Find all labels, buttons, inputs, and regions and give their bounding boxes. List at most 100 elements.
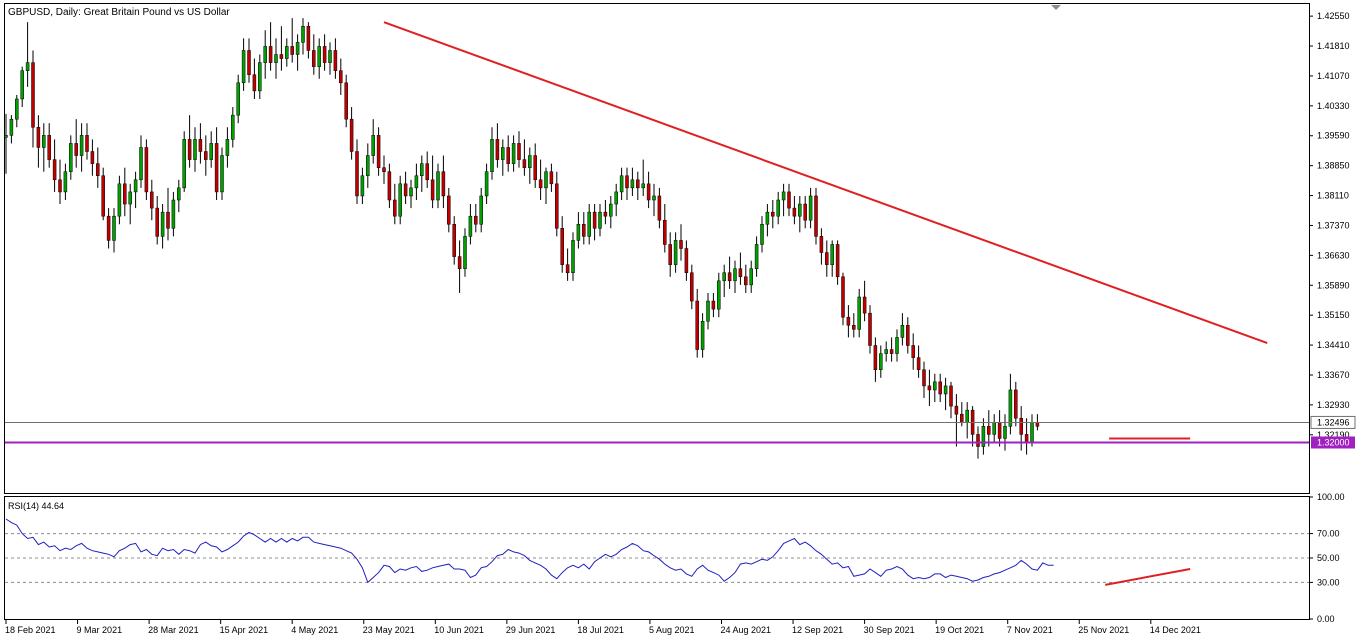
candle xyxy=(204,135,208,176)
rsi-tick-label: 0.00 xyxy=(1317,614,1335,624)
candle xyxy=(155,195,159,245)
candle-body xyxy=(139,147,143,181)
candle xyxy=(274,38,278,79)
candle xyxy=(884,341,888,362)
support-price-tag: 1.32000 xyxy=(1311,436,1355,449)
date-tick-label: 18 Feb 2021 xyxy=(5,625,56,635)
candle xyxy=(841,272,845,326)
candle-body xyxy=(792,207,797,217)
candle xyxy=(366,143,370,188)
date-tick-label: 12 Sep 2021 xyxy=(792,625,843,635)
candle-body xyxy=(409,187,413,197)
candle xyxy=(393,183,397,225)
candle-body xyxy=(657,195,662,221)
candle-body xyxy=(441,171,446,197)
candle-body xyxy=(479,195,483,225)
date-tick-label: 24 Aug 2021 xyxy=(721,625,772,635)
candle xyxy=(781,183,786,217)
candle xyxy=(630,167,635,196)
candle-body xyxy=(339,70,343,84)
candle xyxy=(452,216,456,265)
candle-body xyxy=(376,135,381,168)
candle xyxy=(625,167,629,201)
candle xyxy=(862,280,867,322)
candle-body xyxy=(430,179,435,201)
candle xyxy=(598,204,602,237)
candle-body xyxy=(879,353,883,370)
price-tick-label: 1.41070 xyxy=(1317,71,1350,81)
candle xyxy=(949,381,953,419)
candle xyxy=(619,167,624,201)
candle xyxy=(528,147,532,184)
candle xyxy=(722,264,726,297)
candle xyxy=(614,183,618,217)
candle-body xyxy=(123,183,127,205)
candle xyxy=(933,373,937,403)
candle-body xyxy=(322,46,327,63)
chart-shift-marker-icon[interactable] xyxy=(1051,5,1061,10)
candle xyxy=(754,236,759,277)
candle-body xyxy=(312,50,316,67)
candle xyxy=(646,171,651,209)
candle-body xyxy=(15,98,19,120)
date-axis: 18 Feb 2021 9 Mar 2021 28 Mar 2021 15 Apr 2… xyxy=(5,620,1201,635)
price-pane[interactable] xyxy=(4,3,1310,494)
candle xyxy=(760,216,764,253)
candlestick-series xyxy=(4,18,1040,459)
candle xyxy=(879,345,883,378)
candle xyxy=(738,252,743,285)
candle-body xyxy=(355,151,359,197)
candle-body xyxy=(463,236,467,269)
candle-body xyxy=(749,268,753,286)
candle xyxy=(420,155,424,192)
candle-body xyxy=(279,54,284,59)
descending-trendline[interactable] xyxy=(383,21,1268,345)
candle-body xyxy=(625,175,629,189)
candle xyxy=(436,163,440,209)
candle xyxy=(544,167,548,205)
candle xyxy=(123,167,127,217)
candle-body xyxy=(241,50,246,84)
current-price-tag: 1.32496 xyxy=(1310,415,1356,429)
candle xyxy=(603,200,608,225)
candle xyxy=(182,131,186,192)
candle-body xyxy=(74,143,78,156)
candle-body xyxy=(776,199,780,217)
candle xyxy=(506,135,510,172)
candle xyxy=(673,232,678,273)
candle-body xyxy=(371,135,375,156)
candle xyxy=(301,18,305,55)
candle xyxy=(252,58,257,99)
candle-body xyxy=(987,426,991,435)
candle xyxy=(447,187,451,233)
candle xyxy=(776,191,780,225)
candle-body xyxy=(727,272,732,282)
candle-body xyxy=(992,422,996,435)
candle-body xyxy=(96,163,100,177)
candle xyxy=(409,179,413,209)
candle-body xyxy=(171,199,176,229)
candle-body xyxy=(938,381,942,395)
candle xyxy=(90,139,95,176)
candle-body xyxy=(382,167,386,172)
date-tick-label: 25 Nov 2021 xyxy=(1078,625,1129,635)
candle xyxy=(317,38,321,79)
candle xyxy=(484,163,489,205)
candle-body xyxy=(906,325,910,346)
rsi-trendline[interactable] xyxy=(1105,567,1191,586)
candle-body xyxy=(366,155,370,177)
candle xyxy=(803,195,807,229)
candle-body xyxy=(954,405,959,415)
candle-body xyxy=(636,179,640,189)
candle xyxy=(398,175,402,225)
candle xyxy=(495,123,500,168)
candle-body xyxy=(517,143,521,160)
candle-body xyxy=(47,135,51,160)
candle xyxy=(641,159,645,196)
candle xyxy=(171,191,176,237)
candle xyxy=(290,18,294,63)
candle xyxy=(4,113,8,174)
price-tick-label: 1.35890 xyxy=(1317,280,1350,290)
candle xyxy=(268,22,273,71)
